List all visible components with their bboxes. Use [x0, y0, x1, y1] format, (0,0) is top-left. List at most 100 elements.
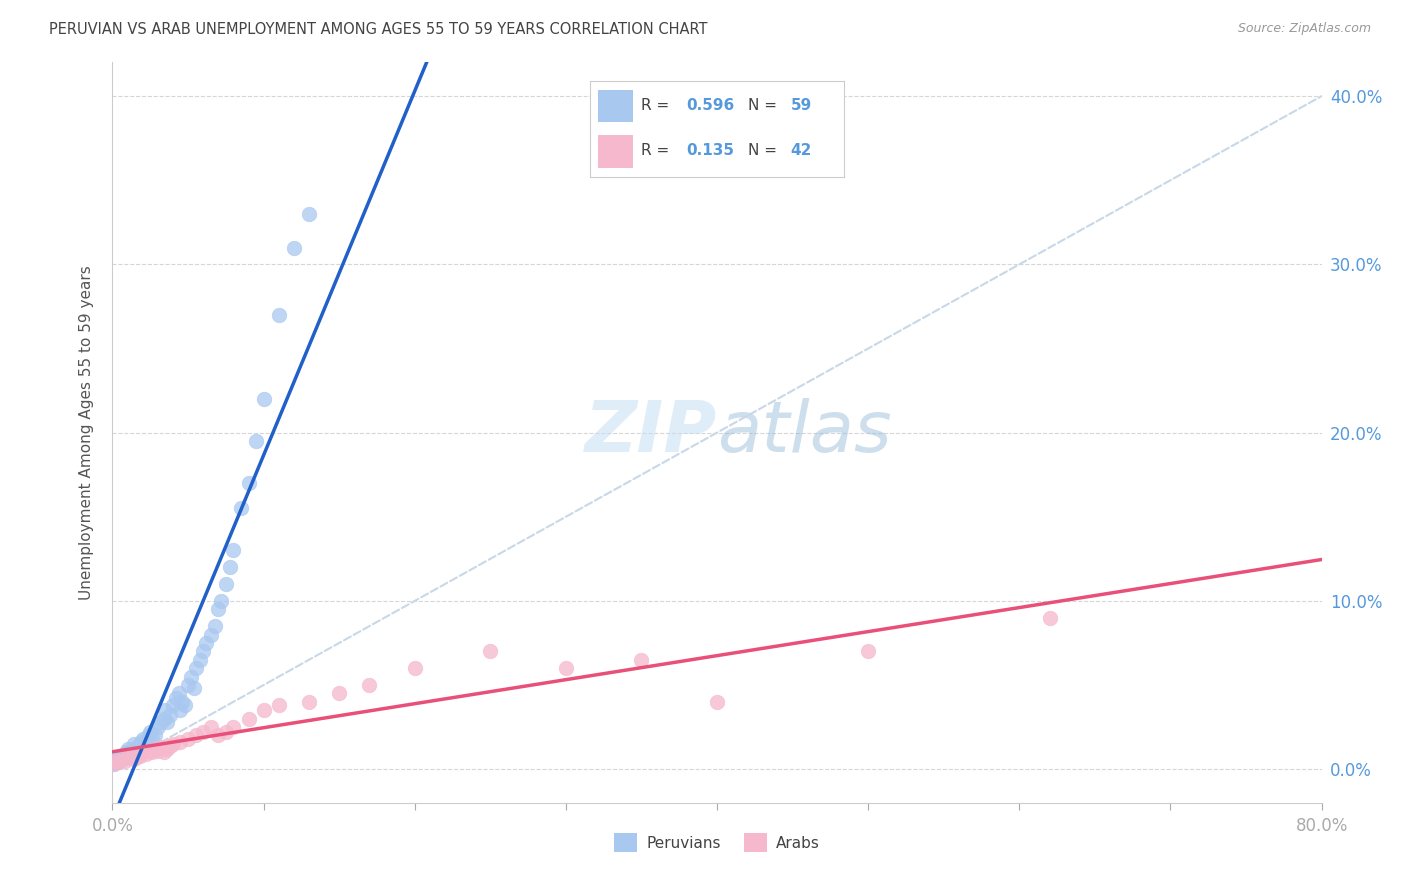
- Point: [169, 703, 191, 717]
- Point: [132, 731, 155, 746]
- Point: [165, 691, 187, 706]
- Point: [110, 750, 132, 764]
- Point: [117, 742, 139, 756]
- Point: [104, 756, 127, 770]
- Point: [159, 739, 181, 753]
- Point: [238, 476, 260, 491]
- Point: [124, 742, 146, 756]
- Point: [706, 695, 728, 709]
- Point: [127, 744, 149, 758]
- Point: [245, 434, 267, 448]
- Point: [188, 653, 211, 667]
- Point: [156, 742, 179, 756]
- Point: [120, 748, 142, 763]
- Point: [183, 681, 205, 696]
- Point: [200, 627, 222, 641]
- Point: [112, 752, 135, 766]
- Point: [222, 720, 245, 734]
- Point: [215, 725, 238, 739]
- Point: [209, 594, 232, 608]
- Point: [101, 754, 124, 768]
- Point: [156, 714, 179, 729]
- Point: [856, 644, 880, 658]
- Point: [110, 752, 132, 766]
- Point: [149, 740, 172, 755]
- Point: [253, 392, 276, 406]
- Point: [101, 757, 124, 772]
- Point: [125, 750, 148, 764]
- Point: [177, 678, 200, 692]
- Point: [135, 735, 157, 749]
- Point: [180, 670, 202, 684]
- Point: [184, 729, 207, 743]
- Point: [630, 653, 652, 667]
- Y-axis label: Unemployment Among Ages 55 to 59 years: Unemployment Among Ages 55 to 59 years: [79, 265, 94, 600]
- Point: [105, 752, 128, 766]
- Point: [115, 745, 138, 759]
- Point: [191, 644, 214, 658]
- Point: [170, 695, 193, 709]
- Point: [141, 731, 163, 746]
- Point: [108, 748, 131, 763]
- Point: [162, 698, 184, 713]
- Point: [143, 729, 166, 743]
- Point: [135, 747, 157, 761]
- Point: [267, 308, 290, 322]
- Point: [128, 748, 150, 763]
- Point: [153, 712, 176, 726]
- Point: [328, 686, 350, 700]
- Point: [125, 740, 148, 755]
- Point: [184, 661, 207, 675]
- Point: [404, 661, 426, 675]
- Point: [479, 644, 502, 658]
- Point: [107, 754, 129, 768]
- Point: [155, 703, 177, 717]
- Point: [103, 757, 125, 772]
- Point: [122, 737, 145, 751]
- Point: [132, 745, 155, 759]
- Point: [174, 698, 197, 713]
- Point: [222, 543, 245, 558]
- Point: [114, 754, 136, 768]
- Point: [159, 708, 181, 723]
- Point: [118, 745, 141, 759]
- Point: [167, 686, 190, 700]
- Point: [153, 745, 176, 759]
- Text: ZIP: ZIP: [585, 398, 717, 467]
- Point: [146, 744, 169, 758]
- Point: [139, 725, 162, 739]
- Point: [204, 619, 226, 633]
- Point: [162, 737, 184, 751]
- Point: [107, 756, 129, 770]
- Point: [267, 698, 290, 713]
- Point: [283, 240, 305, 254]
- Point: [122, 752, 145, 766]
- Point: [253, 703, 276, 717]
- Point: [138, 744, 160, 758]
- Point: [138, 729, 160, 743]
- Point: [129, 735, 152, 749]
- Text: atlas: atlas: [717, 398, 891, 467]
- Point: [149, 714, 172, 729]
- Point: [128, 739, 150, 753]
- Legend: Peruvians, Arabs: Peruvians, Arabs: [609, 827, 825, 858]
- Point: [207, 602, 229, 616]
- Point: [359, 678, 381, 692]
- Point: [229, 501, 252, 516]
- Point: [298, 695, 321, 709]
- Point: [554, 661, 576, 675]
- Point: [215, 577, 238, 591]
- Point: [117, 750, 139, 764]
- Point: [200, 720, 222, 734]
- Point: [141, 745, 163, 759]
- Point: [120, 747, 142, 761]
- Point: [114, 748, 136, 763]
- Point: [219, 560, 242, 574]
- Text: PERUVIAN VS ARAB UNEMPLOYMENT AMONG AGES 55 TO 59 YEARS CORRELATION CHART: PERUVIAN VS ARAB UNEMPLOYMENT AMONG AGES…: [49, 22, 707, 37]
- Point: [238, 712, 260, 726]
- Point: [195, 636, 218, 650]
- Point: [169, 735, 191, 749]
- Point: [1038, 610, 1062, 624]
- Point: [104, 754, 127, 768]
- Point: [146, 720, 169, 734]
